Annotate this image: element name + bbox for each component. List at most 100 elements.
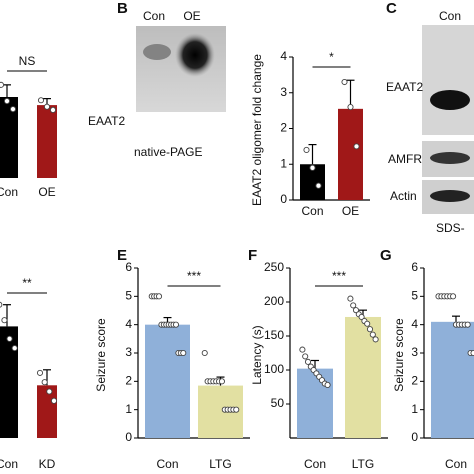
- data-point: [358, 313, 365, 321]
- y-tick-label: 2: [125, 374, 132, 388]
- y-tick-label: 4: [125, 317, 132, 331]
- data-point: [50, 397, 58, 404]
- data-point: [155, 293, 163, 300]
- significance-label: **: [22, 276, 32, 290]
- significance-label: NS: [19, 54, 36, 68]
- data-point: [46, 388, 53, 395]
- lane-label: Con: [143, 9, 165, 23]
- x-tick-label: Con: [0, 185, 18, 199]
- y-tick-label: 5: [125, 289, 132, 303]
- data-point: [43, 103, 51, 110]
- data-point: [464, 321, 471, 328]
- blot-b: [136, 26, 226, 112]
- data-point: [36, 369, 44, 376]
- x-tick-label: Con: [301, 204, 323, 218]
- y-axis-label: Latency (s): [250, 325, 264, 384]
- y-tick-label: 6: [411, 260, 418, 274]
- y-tick-label: 2: [411, 374, 418, 388]
- data-point: [299, 346, 306, 353]
- x-tick-label: LTG: [352, 457, 374, 471]
- y-tick-label: 4: [411, 317, 418, 331]
- data-point: [201, 349, 208, 357]
- y-tick-label: 50: [271, 396, 285, 410]
- data-point: [303, 146, 310, 153]
- y-tick-label: 2: [280, 121, 287, 135]
- bar: [145, 324, 190, 438]
- data-point: [450, 293, 457, 300]
- blot-label: AMFR: [388, 152, 422, 166]
- y-tick-label: 3: [280, 85, 287, 99]
- y-tick-label: 1: [280, 156, 287, 170]
- y-tick-label: 4: [280, 49, 287, 63]
- data-point: [369, 331, 376, 338]
- data-point: [11, 345, 18, 352]
- data-point: [9, 106, 17, 113]
- blot-band: [175, 33, 215, 77]
- y-tick-label: 200: [264, 294, 284, 308]
- x-tick-label: OE: [38, 185, 55, 199]
- data-point: [41, 379, 48, 386]
- data-point: [6, 335, 13, 342]
- data-point: [233, 406, 240, 413]
- y-tick-label: 3: [125, 345, 132, 359]
- blot-image: [422, 25, 474, 135]
- data-point: [372, 336, 379, 343]
- data-point: [347, 104, 354, 111]
- panel-label: C: [386, 0, 397, 17]
- y-tick-label: 5: [411, 289, 418, 303]
- data-point: [3, 98, 11, 105]
- data-point: [366, 326, 374, 333]
- y-tick-label: 0: [125, 430, 132, 444]
- data-point: [0, 301, 3, 308]
- blot-label: EAAT2: [88, 114, 125, 128]
- y-tick-label: 3: [411, 345, 418, 359]
- data-point: [1, 317, 8, 324]
- data-point: [218, 378, 225, 385]
- x-tick-label: KD: [39, 457, 56, 471]
- significance-label: *: [329, 50, 334, 64]
- blot-band: [430, 190, 470, 202]
- data-point: [302, 353, 309, 360]
- data-point: [180, 349, 187, 357]
- y-tick-label: 100: [264, 362, 284, 376]
- blot-label: Actin: [390, 189, 417, 203]
- y-axis-label: Seizure score: [392, 318, 406, 392]
- bar: [37, 105, 57, 178]
- y-tick-label: 1: [125, 402, 132, 416]
- panel-label: F: [248, 247, 257, 264]
- y-axis-label: Seizure score: [94, 318, 108, 392]
- significance-label: ***: [187, 269, 201, 283]
- y-tick-label: 0: [411, 430, 418, 444]
- y-tick-label: 0: [280, 192, 287, 206]
- data-point: [352, 307, 360, 314]
- y-tick-label: 150: [264, 328, 284, 342]
- panel-label: E: [117, 247, 127, 264]
- bar: [0, 326, 18, 438]
- blot-band: [430, 90, 470, 110]
- x-tick-label: Con: [156, 457, 178, 471]
- y-axis-label: EAAT2 oligomer fold change: [250, 54, 264, 206]
- y-tick-label: 6: [125, 260, 132, 274]
- bar: [338, 108, 363, 200]
- x-tick-label: Con: [304, 457, 326, 471]
- blot-method: SDS-: [436, 221, 465, 235]
- blot-method: native-PAGE: [134, 145, 202, 159]
- lane-label: OE: [183, 9, 200, 23]
- lane-label: Con: [439, 9, 461, 23]
- data-point: [49, 106, 57, 114]
- blot-label: EAAT2: [386, 80, 423, 94]
- data-point: [172, 321, 180, 328]
- significance-label: ***: [332, 269, 346, 283]
- x-tick-label: OE: [342, 204, 359, 218]
- bar: [431, 321, 474, 438]
- blot-band: [430, 152, 470, 164]
- data-point: [309, 164, 316, 171]
- data-point: [324, 381, 331, 389]
- data-point: [350, 302, 357, 309]
- data-point: [341, 78, 348, 86]
- bar: [297, 368, 333, 438]
- data-point: [304, 358, 312, 365]
- data-point: [37, 97, 45, 104]
- bar: [37, 385, 57, 438]
- blot-c: [422, 25, 474, 214]
